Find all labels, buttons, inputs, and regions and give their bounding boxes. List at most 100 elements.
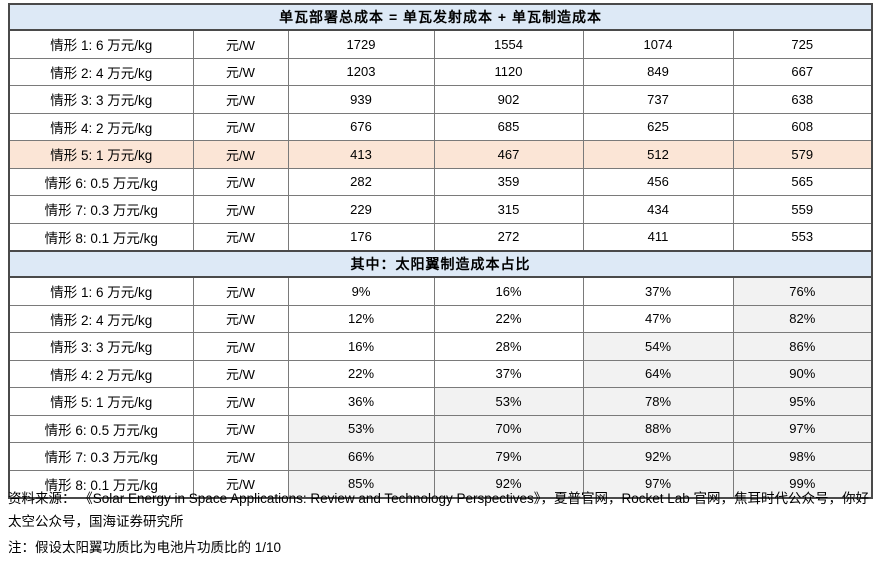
value-cell: 725 [732, 29, 873, 59]
cost-table-container: 单瓦部署总成本 = 单瓦发射成本 + 单瓦制造成本 情形 1: 6 万元/kg 元/… [8, 3, 874, 499]
value-cell: 1554 [433, 29, 584, 59]
scenario-label-cell: 情形 3: 3 万元/kg [8, 85, 194, 114]
scenario-label-cell: 情形 7: 0.3 万元/kg [8, 442, 194, 471]
value-cell: 9% [287, 276, 435, 306]
value-cell: 53% [287, 414, 435, 443]
table-row: 情形 6: 0.5 万元/kg 元/W 282 359 456 565 [8, 167, 873, 196]
unit-cell: 元/W [192, 167, 289, 196]
value-cell: 579 [732, 140, 873, 169]
table-row: 情形 5: 1 万元/kg 元/W 36% 53% 78% 95% [8, 387, 873, 416]
table-row: 情形 1: 6 万元/kg 元/W 9% 16% 37% 76% [8, 276, 873, 306]
table-row: 情形 4: 2 万元/kg 元/W 676 685 625 608 [8, 112, 873, 141]
value-cell: 16% [287, 332, 435, 361]
unit-cell: 元/W [192, 304, 289, 333]
value-cell: 22% [433, 304, 584, 333]
value-cell: 86% [732, 332, 873, 361]
unit-cell: 元/W [192, 195, 289, 224]
value-cell: 79% [433, 442, 584, 471]
scenario-label-cell: 情形 8: 0.1 万元/kg [8, 469, 194, 499]
value-cell: 12% [287, 304, 435, 333]
value-cell: 54% [582, 332, 734, 361]
value-cell: 176 [287, 222, 435, 252]
unit-cell: 元/W [192, 387, 289, 416]
table-row: 情形 3: 3 万元/kg 元/W 939 902 737 638 [8, 85, 873, 114]
value-cell: 28% [433, 332, 584, 361]
value-cell: 90% [732, 359, 873, 388]
scenario-label-cell: 情形 6: 0.5 万元/kg [8, 414, 194, 443]
table-row: 情形 1: 6 万元/kg 元/W 1729 1554 1074 725 [8, 29, 873, 59]
value-cell: 272 [433, 222, 584, 252]
value-cell: 1203 [287, 57, 435, 86]
value-cell: 902 [433, 85, 584, 114]
table-row: 情形 4: 2 万元/kg 元/W 22% 37% 64% 90% [8, 359, 873, 388]
scenario-label-cell: 情形 2: 4 万元/kg [8, 57, 194, 86]
value-cell: 685 [433, 112, 584, 141]
table-row: 情形 6: 0.5 万元/kg 元/W 53% 70% 88% 97% [8, 414, 873, 443]
value-cell: 78% [582, 387, 734, 416]
value-cell: 565 [732, 167, 873, 196]
unit-cell: 元/W [192, 29, 289, 59]
value-cell: 64% [582, 359, 734, 388]
table-row: 情形 2: 4 万元/kg 元/W 12% 22% 47% 82% [8, 304, 873, 333]
value-cell: 92% [582, 442, 734, 471]
table-row: 情形 8: 0.1 万元/kg 元/W 176 272 411 553 [8, 222, 873, 252]
value-cell: 85% [287, 469, 435, 499]
scenario-label-cell: 情形 2: 4 万元/kg [8, 304, 194, 333]
value-cell: 456 [582, 167, 734, 196]
unit-cell: 元/W [192, 57, 289, 86]
value-cell: 1120 [433, 57, 584, 86]
value-cell: 47% [582, 304, 734, 333]
unit-cell: 元/W [192, 442, 289, 471]
source-note: 资料来源： 《Solar Energy in Space Application… [8, 491, 870, 529]
value-cell: 22% [287, 359, 435, 388]
value-cell: 53% [433, 387, 584, 416]
value-cell: 229 [287, 195, 435, 224]
unit-cell: 元/W [192, 276, 289, 306]
scenario-label-cell: 情形 4: 2 万元/kg [8, 112, 194, 141]
scenario-label-cell: 情形 1: 6 万元/kg [8, 276, 194, 306]
value-cell: 939 [287, 85, 435, 114]
scenario-label-cell: 情形 4: 2 万元/kg [8, 359, 194, 388]
value-cell: 849 [582, 57, 734, 86]
value-cell: 97% [732, 414, 873, 443]
value-cell: 36% [287, 387, 435, 416]
scenario-label-cell: 情形 8: 0.1 万元/kg [8, 222, 194, 252]
unit-cell: 元/W [192, 222, 289, 252]
value-cell: 99% [732, 469, 873, 499]
scenario-label-cell: 情形 3: 3 万元/kg [8, 332, 194, 361]
section-header-total-cost: 单瓦部署总成本 = 单瓦发射成本 + 单瓦制造成本 [8, 3, 873, 31]
value-cell: 638 [732, 85, 873, 114]
value-cell: 70% [433, 414, 584, 443]
unit-cell: 元/W [192, 469, 289, 499]
value-cell: 88% [582, 414, 734, 443]
unit-cell: 元/W [192, 414, 289, 443]
value-cell: 559 [732, 195, 873, 224]
table-row: 情形 7: 0.3 万元/kg 元/W 229 315 434 559 [8, 195, 873, 224]
scenario-label-cell: 情形 1: 6 万元/kg [8, 29, 194, 59]
value-cell: 76% [732, 276, 873, 306]
value-cell: 37% [582, 276, 734, 306]
unit-cell: 元/W [192, 112, 289, 141]
footer: 资料来源： 《Solar Energy in Space Application… [8, 487, 872, 559]
value-cell: 82% [732, 304, 873, 333]
value-cell: 553 [732, 222, 873, 252]
section-header-solar-wing-share: 其中：太阳翼制造成本占比 [8, 250, 873, 278]
value-cell: 37% [433, 359, 584, 388]
value-cell: 737 [582, 85, 734, 114]
value-cell: 667 [732, 57, 873, 86]
value-cell: 97% [582, 469, 734, 499]
scenario-label-cell: 情形 5: 1 万元/kg [8, 387, 194, 416]
cost-table: 单瓦部署总成本 = 单瓦发射成本 + 单瓦制造成本 情形 1: 6 万元/kg 元/… [8, 3, 874, 499]
table-row: 情形 5: 1 万元/kg 元/W 413 467 512 579 [8, 140, 873, 169]
scenario-label-cell: 情形 6: 0.5 万元/kg [8, 167, 194, 196]
value-cell: 512 [582, 140, 734, 169]
unit-cell: 元/W [192, 85, 289, 114]
value-cell: 411 [582, 222, 734, 252]
section-header-row: 其中：太阳翼制造成本占比 [8, 250, 873, 278]
table-row: 情形 8: 0.1 万元/kg 元/W 85% 92% 97% 99% [8, 469, 873, 499]
unit-cell: 元/W [192, 332, 289, 361]
unit-cell: 元/W [192, 359, 289, 388]
section-header-row: 单瓦部署总成本 = 单瓦发射成本 + 单瓦制造成本 [8, 3, 873, 31]
value-cell: 1074 [582, 29, 734, 59]
